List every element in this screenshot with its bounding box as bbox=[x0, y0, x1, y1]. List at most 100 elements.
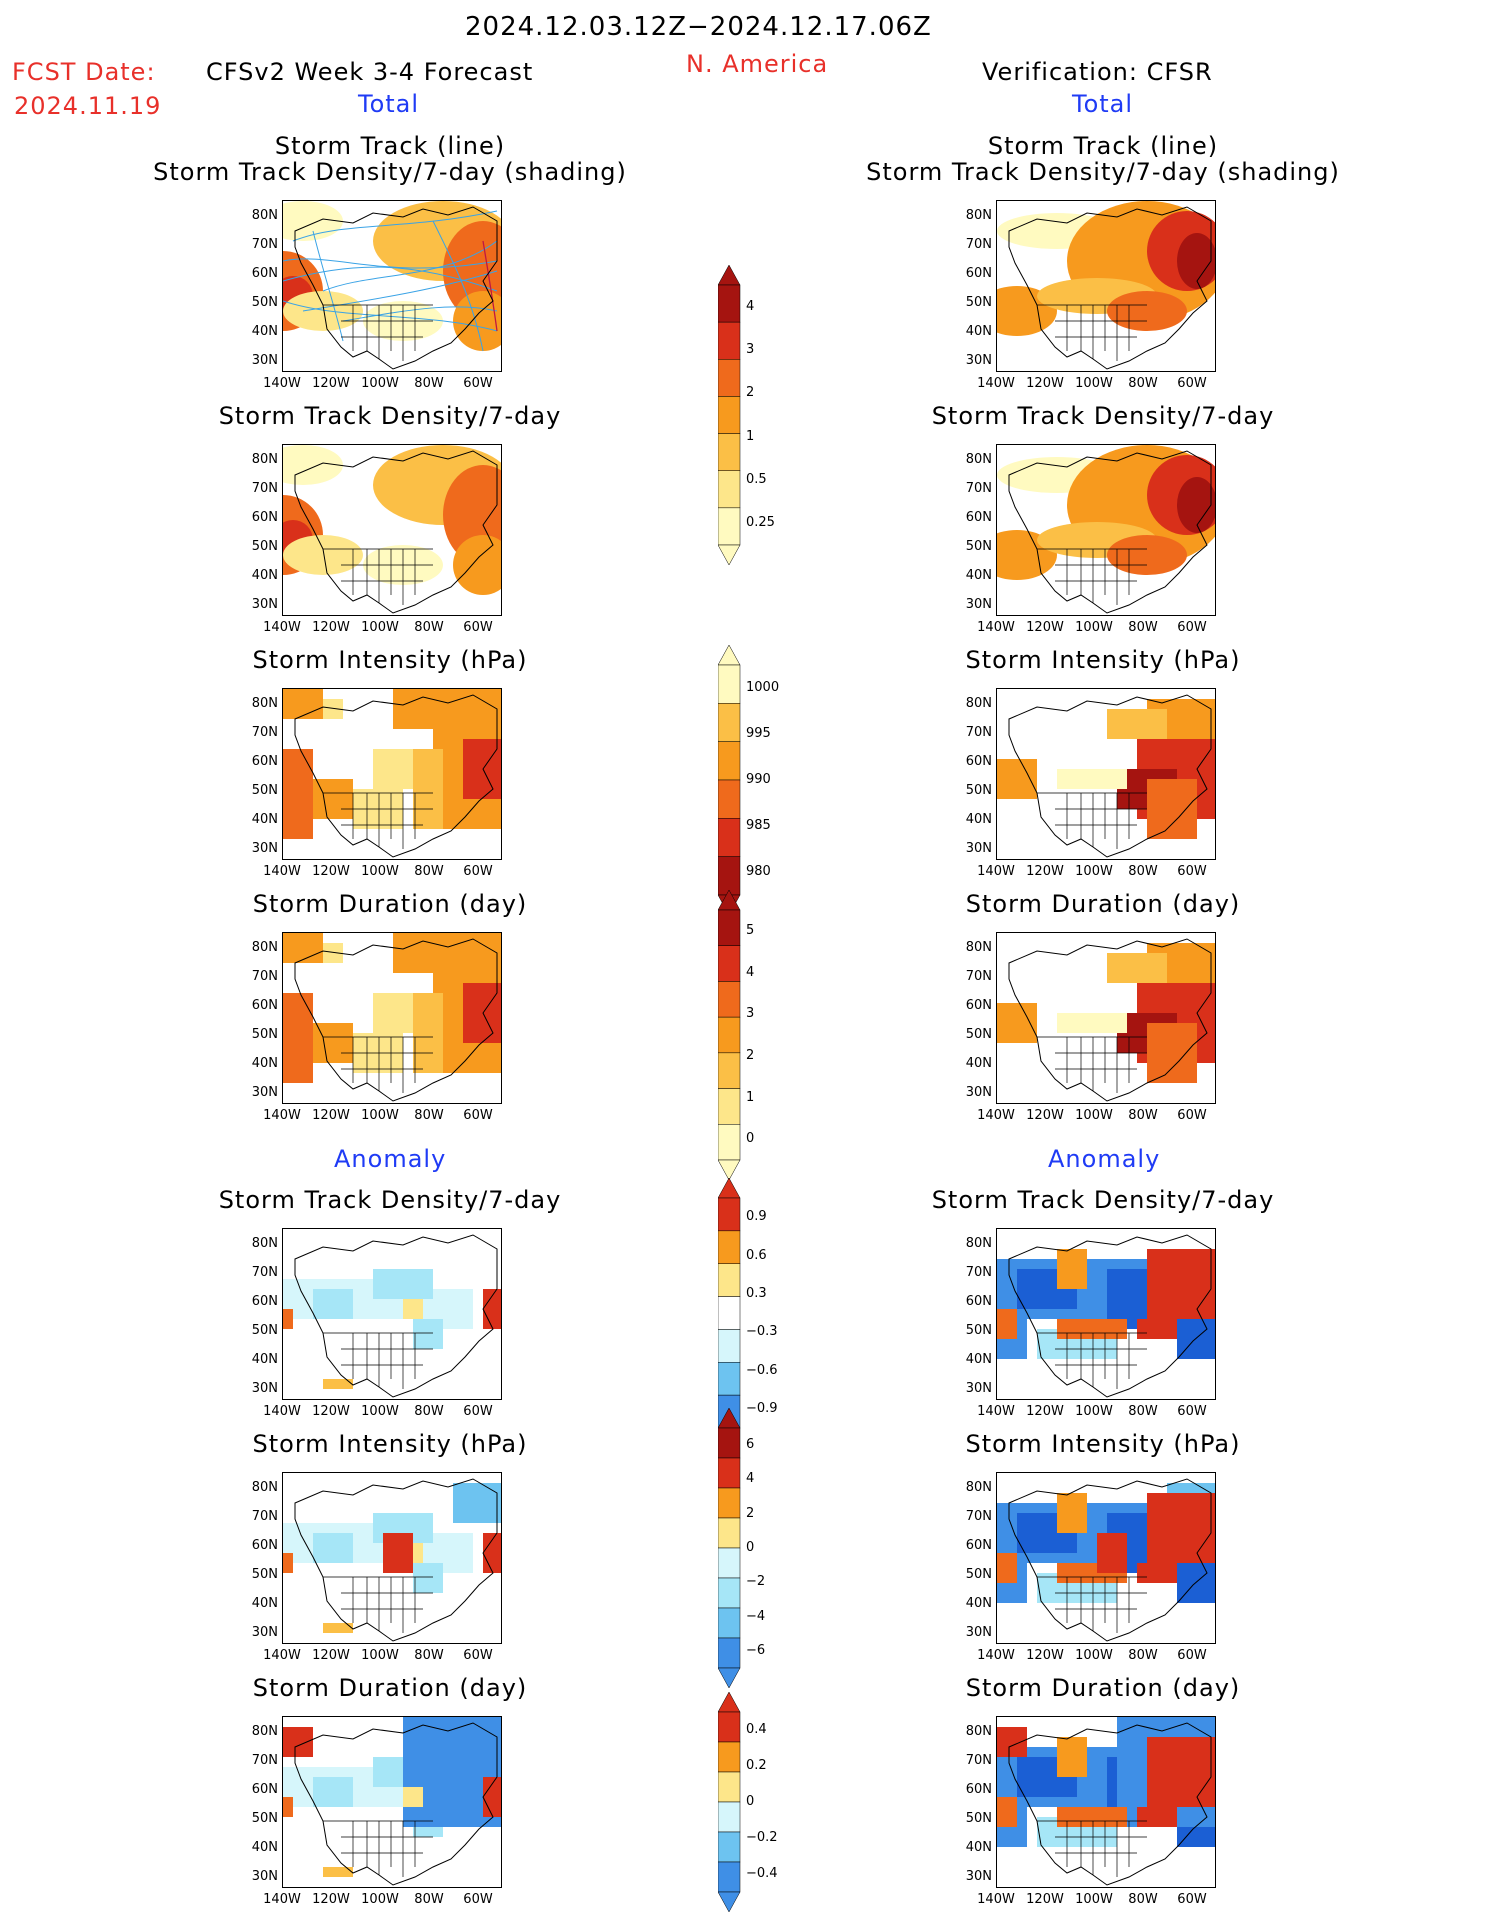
lat-tick-label: 50N bbox=[965, 1567, 992, 1582]
lat-tick-label: 40N bbox=[251, 1352, 278, 1367]
colorbar-tick-label: 4 bbox=[746, 298, 755, 314]
lon-tick-label: 140W bbox=[263, 376, 301, 391]
colorbar-tick-label: 3 bbox=[746, 1006, 755, 1022]
lat-tick-label: 40N bbox=[965, 1056, 992, 1071]
lat-tick-label: 60N bbox=[251, 998, 278, 1013]
colorbar-tick-label: 980 bbox=[746, 864, 771, 879]
forecast-ianom-map bbox=[282, 1472, 502, 1644]
lat-tick-label: 40N bbox=[251, 812, 278, 827]
colorbar-tick-label: 0 bbox=[746, 1131, 755, 1147]
colorbar-tick-label: −0.6 bbox=[746, 1362, 778, 1378]
lat-tick-label: 60N bbox=[965, 1782, 992, 1797]
lat-tick-label: 80N bbox=[251, 208, 278, 223]
lat-tick-label: 70N bbox=[965, 237, 992, 252]
lon-tick-label: 120W bbox=[1026, 1108, 1064, 1123]
lon-tick-label: 120W bbox=[312, 376, 350, 391]
lon-tick-label: 140W bbox=[977, 376, 1015, 391]
lat-tick-label: 50N bbox=[251, 1027, 278, 1042]
lat-tick-label: 40N bbox=[251, 324, 278, 339]
right-anomaly-label: Anomaly bbox=[1048, 1145, 1161, 1173]
lat-tick-label: 80N bbox=[965, 696, 992, 711]
lat-tick-label: 30N bbox=[251, 1869, 278, 1884]
right-intensity-title: Storm Intensity (hPa) bbox=[965, 646, 1241, 674]
lon-tick-label: 80W bbox=[1128, 1404, 1158, 1419]
lon-tick-label: 60W bbox=[463, 620, 493, 635]
lon-tick-label: 140W bbox=[977, 1648, 1015, 1663]
lon-tick-label: 120W bbox=[312, 1892, 350, 1907]
model-title: CFSv2 Week 3-4 Forecast bbox=[206, 58, 534, 86]
lon-tick-label: 120W bbox=[1026, 1404, 1064, 1419]
forecast-period: 2024.12.03.12Z−2024.12.17.06Z bbox=[465, 12, 932, 42]
lat-tick-label: 40N bbox=[965, 324, 992, 339]
lon-tick-label: 60W bbox=[463, 1648, 493, 1663]
lat-tick-label: 40N bbox=[965, 1352, 992, 1367]
lat-tick-label: 80N bbox=[965, 940, 992, 955]
lat-tick-label: 60N bbox=[965, 754, 992, 769]
lon-tick-label: 60W bbox=[463, 376, 493, 391]
verification-intensity-map bbox=[996, 688, 1216, 860]
region-label: N. America bbox=[686, 50, 829, 78]
lat-tick-label: 30N bbox=[965, 1869, 992, 1884]
lat-tick-label: 70N bbox=[251, 1753, 278, 1768]
colorbar-tick-label: 0.4 bbox=[746, 1722, 767, 1737]
lon-tick-label: 120W bbox=[1026, 1648, 1064, 1663]
verification-duranom-map bbox=[996, 1716, 1216, 1888]
lon-tick-label: 120W bbox=[312, 864, 350, 879]
lon-tick-label: 140W bbox=[263, 1404, 301, 1419]
lat-tick-label: 50N bbox=[251, 1567, 278, 1582]
lon-tick-label: 80W bbox=[414, 1648, 444, 1663]
lat-tick-label: 30N bbox=[965, 597, 992, 612]
colorbar-tick-label: 1 bbox=[746, 1089, 755, 1105]
lat-tick-label: 80N bbox=[251, 696, 278, 711]
right-duration-anom-title: Storm Duration (day) bbox=[965, 1674, 1241, 1702]
lat-tick-label: 70N bbox=[965, 725, 992, 740]
colorbar-tick-label: −6 bbox=[746, 1642, 766, 1658]
lon-tick-label: 100W bbox=[1075, 864, 1113, 879]
colorbar-tick-label: 0.5 bbox=[746, 472, 767, 487]
fcst-date-value: 2024.11.19 bbox=[14, 92, 162, 120]
lon-tick-label: 120W bbox=[312, 1108, 350, 1123]
lat-tick-label: 30N bbox=[965, 1381, 992, 1396]
lat-tick-label: 60N bbox=[251, 1538, 278, 1553]
lon-tick-label: 100W bbox=[361, 620, 399, 635]
lat-tick-label: 60N bbox=[965, 1538, 992, 1553]
lat-tick-label: 80N bbox=[251, 452, 278, 467]
colorbar-tick-label: 5 bbox=[746, 922, 755, 938]
lat-tick-label: 40N bbox=[965, 1840, 992, 1855]
lat-tick-label: 40N bbox=[965, 568, 992, 583]
colorbar-tick-label: 0.9 bbox=[746, 1209, 767, 1225]
lon-tick-label: 140W bbox=[977, 1892, 1015, 1907]
right-duration-title: Storm Duration (day) bbox=[965, 890, 1241, 918]
colorbar-tick-label: 0 bbox=[746, 1540, 755, 1555]
verification-duration-map bbox=[996, 932, 1216, 1104]
lat-tick-label: 60N bbox=[251, 266, 278, 281]
colorbar-tick-label: 0.2 bbox=[746, 1758, 767, 1773]
lon-tick-label: 80W bbox=[414, 376, 444, 391]
lon-tick-label: 60W bbox=[463, 1892, 493, 1907]
colorbar-tick-label: 4 bbox=[746, 964, 755, 980]
lat-tick-label: 50N bbox=[965, 1811, 992, 1826]
lat-tick-label: 70N bbox=[251, 725, 278, 740]
duration-anom-colorbar bbox=[717, 1691, 758, 1916]
colorbar-tick-label: 2 bbox=[746, 385, 755, 401]
lat-tick-label: 30N bbox=[251, 841, 278, 856]
left-intensity-anom-title: Storm Intensity (hPa) bbox=[252, 1430, 528, 1458]
lat-tick-label: 40N bbox=[251, 1840, 278, 1855]
lat-tick-label: 80N bbox=[251, 1480, 278, 1495]
lat-tick-label: 40N bbox=[251, 1056, 278, 1071]
lat-tick-label: 70N bbox=[251, 237, 278, 252]
lon-tick-label: 100W bbox=[361, 864, 399, 879]
lon-tick-label: 60W bbox=[1177, 1648, 1207, 1663]
lat-tick-label: 70N bbox=[965, 969, 992, 984]
lat-tick-label: 50N bbox=[251, 1811, 278, 1826]
lon-tick-label: 60W bbox=[1177, 1404, 1207, 1419]
lat-tick-label: 40N bbox=[965, 1596, 992, 1611]
verification-density-map bbox=[996, 444, 1216, 616]
lon-tick-label: 60W bbox=[1177, 1108, 1207, 1123]
lat-tick-label: 70N bbox=[965, 1509, 992, 1524]
forecast-danom-map bbox=[282, 1228, 502, 1400]
lon-tick-label: 80W bbox=[414, 1404, 444, 1419]
lat-tick-label: 70N bbox=[965, 1265, 992, 1280]
lon-tick-label: 80W bbox=[414, 1108, 444, 1123]
lon-tick-label: 100W bbox=[361, 1108, 399, 1123]
